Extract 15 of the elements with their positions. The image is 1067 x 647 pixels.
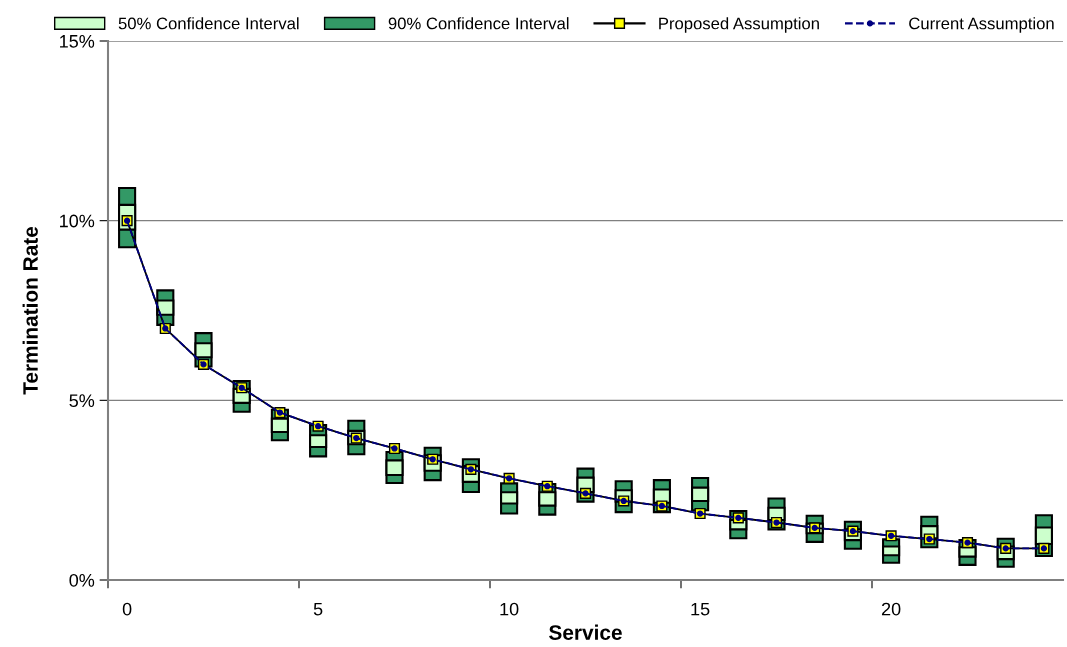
legend-label: 90% Confidence Interval bbox=[388, 17, 569, 30]
y-axis-title: Termination Rate bbox=[22, 226, 38, 395]
legend-label: 50% Confidence Interval bbox=[118, 17, 299, 30]
legend-label: Proposed Assumption bbox=[659, 17, 819, 33]
y-tick-label: 10% bbox=[60, 214, 95, 228]
legend-label: Current Assumption bbox=[909, 17, 1054, 33]
x-tick-label: 15 bbox=[691, 602, 710, 616]
y-tick-label: 5% bbox=[69, 394, 95, 408]
y-tick-label: 0% bbox=[69, 573, 95, 587]
x-axis-title: Service bbox=[549, 624, 622, 640]
x-tick-label: 0 bbox=[122, 602, 132, 616]
y-tick-label: 15% bbox=[60, 35, 95, 48]
x-tick-label: 10 bbox=[500, 602, 519, 616]
x-tick-label: 5 bbox=[313, 602, 323, 616]
x-tick-label: 20 bbox=[881, 602, 901, 616]
